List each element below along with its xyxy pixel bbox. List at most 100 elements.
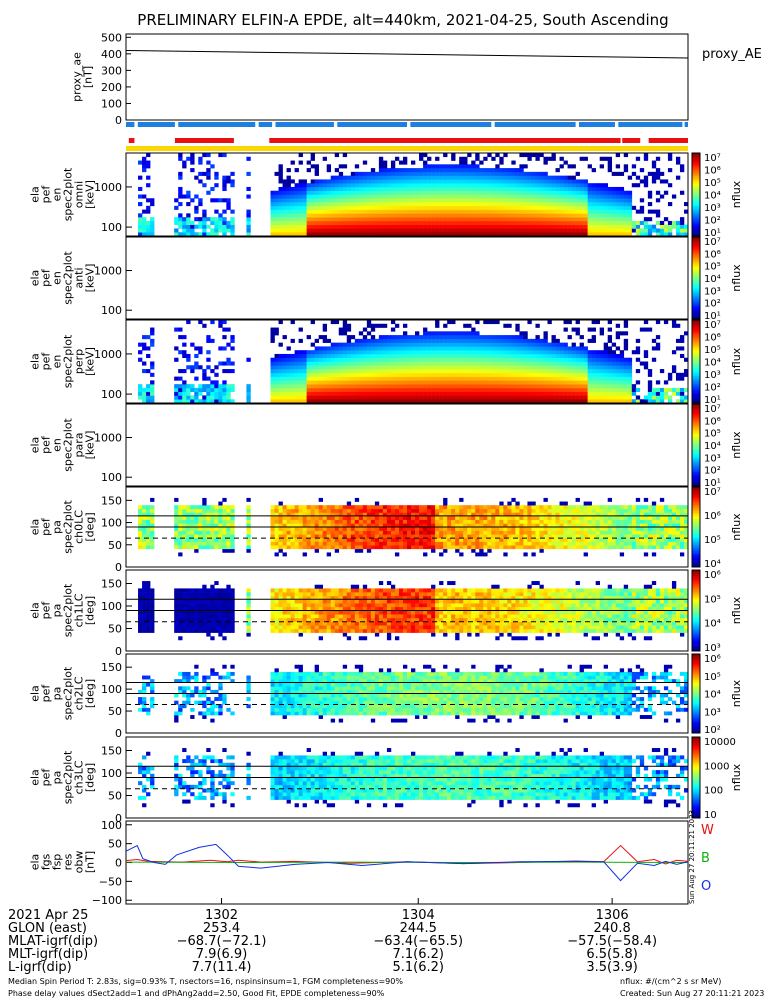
heatmap-cell xyxy=(282,357,287,362)
heatmap-cell xyxy=(190,220,195,225)
heatmap-cell xyxy=(591,369,596,374)
heatmap-cell xyxy=(214,232,219,237)
heatmap-cell xyxy=(631,384,637,389)
heatmap-cell xyxy=(519,213,524,218)
heatmap-cell xyxy=(407,335,412,340)
heatmap-cell xyxy=(138,545,143,550)
heatmap-cell xyxy=(511,232,516,237)
heatmap-cell xyxy=(463,217,468,222)
heatmap-cell xyxy=(278,399,283,404)
heatmap-cell xyxy=(547,224,552,229)
heatmap-cell xyxy=(286,357,291,362)
heatmap-cell xyxy=(511,399,516,404)
heatmap-cell xyxy=(611,213,617,218)
heatmap-cell xyxy=(567,232,572,237)
heatmap-cell xyxy=(619,357,625,362)
proxy-ae-ylabel-text: proxy_ae[nT] xyxy=(71,52,95,102)
heatmap-cell xyxy=(202,512,207,517)
heatmap-cell xyxy=(527,387,532,392)
heatmap-cell xyxy=(378,232,384,237)
heatmap-cell xyxy=(294,357,299,362)
heatmap-cell xyxy=(334,209,340,214)
heatmap-cell xyxy=(435,205,440,210)
heatmap-cell xyxy=(390,395,396,400)
heatmap-cell xyxy=(270,372,275,377)
heatmap-cell xyxy=(543,384,548,389)
heatmap-cell xyxy=(330,372,336,377)
heatmap-cell xyxy=(150,361,155,366)
heatmap-cell xyxy=(182,384,187,389)
heatmap-cell xyxy=(198,530,203,535)
heatmap-cell xyxy=(427,224,432,229)
heatmap-cell xyxy=(599,384,604,389)
heatmap-cell xyxy=(539,372,544,377)
heatmap-cell xyxy=(471,217,476,222)
heatmap-cell xyxy=(382,361,388,366)
heatmap-cell xyxy=(366,512,372,517)
heatmap-cell xyxy=(495,387,500,392)
heatmap-cell xyxy=(278,228,283,233)
heatmap-cell xyxy=(210,516,215,521)
heatmap-cell xyxy=(631,228,637,233)
heatmap-cell xyxy=(402,331,408,336)
heatmap-cell xyxy=(643,395,649,400)
heatmap-cell xyxy=(491,220,496,225)
heatmap-cell xyxy=(467,376,472,381)
heatmap-cell xyxy=(178,534,183,539)
heatmap-cell xyxy=(511,350,516,355)
heatmap-cell xyxy=(543,338,548,343)
heatmap-cell xyxy=(459,369,464,374)
heatmap-cell xyxy=(338,545,344,550)
heatmap-cell xyxy=(278,194,283,199)
heatmap-cell xyxy=(455,523,460,528)
heatmap-cell xyxy=(483,552,488,557)
heatmap-cell xyxy=(186,353,191,359)
heatmap-cell xyxy=(575,387,580,392)
heatmap-cell xyxy=(190,537,195,542)
heatmap-cell xyxy=(302,530,307,535)
panel-ylabel-anti-line: ela xyxy=(29,270,42,287)
heatmap-cell xyxy=(334,516,340,521)
heatmap-cell xyxy=(515,209,520,214)
heatmap-cell xyxy=(398,545,404,550)
colorbar-segment xyxy=(692,469,700,472)
heatmap-cell xyxy=(423,552,428,557)
heatmap-cell xyxy=(551,183,556,188)
heatmap-cell xyxy=(591,228,596,233)
heatmap-cell xyxy=(310,530,315,535)
heatmap-cell xyxy=(579,365,584,370)
heatmap-cell xyxy=(226,202,231,207)
heatmap-cell xyxy=(314,534,319,539)
heatmap-cell xyxy=(451,372,456,377)
heatmap-cell xyxy=(390,519,396,524)
heatmap-cell xyxy=(647,387,653,392)
heatmap-cell xyxy=(487,213,492,218)
heatmap-cell xyxy=(230,512,235,517)
heatmap-cell xyxy=(310,342,315,347)
colorbar-segment xyxy=(692,424,700,427)
heatmap-cell xyxy=(342,537,348,542)
heatmap-cell xyxy=(419,338,424,343)
heatmap-cell xyxy=(419,186,424,192)
heatmap-cell xyxy=(394,541,400,546)
heatmap-cell xyxy=(455,168,460,173)
heatmap-cell xyxy=(643,327,649,332)
heatmap-cell xyxy=(362,505,368,510)
panel-tick-label: 1000 xyxy=(94,265,122,278)
heatmap-cell xyxy=(471,548,476,553)
heatmap-cell xyxy=(431,372,436,377)
heatmap-cell xyxy=(567,228,572,233)
heatmap-cell xyxy=(290,372,295,377)
heatmap-cell xyxy=(394,202,400,207)
heatmap-cell xyxy=(507,232,512,237)
heatmap-cell xyxy=(643,224,649,229)
heatmap-cell xyxy=(362,160,368,165)
heatmap-cell xyxy=(146,228,151,233)
heatmap-cell xyxy=(382,516,388,521)
heatmap-cell xyxy=(354,497,360,502)
heatmap-cell xyxy=(186,505,191,510)
colorbar-segment xyxy=(692,404,700,407)
heatmap-cell xyxy=(679,168,685,173)
heatmap-cell xyxy=(146,505,151,510)
heatmap-cell xyxy=(503,365,508,370)
